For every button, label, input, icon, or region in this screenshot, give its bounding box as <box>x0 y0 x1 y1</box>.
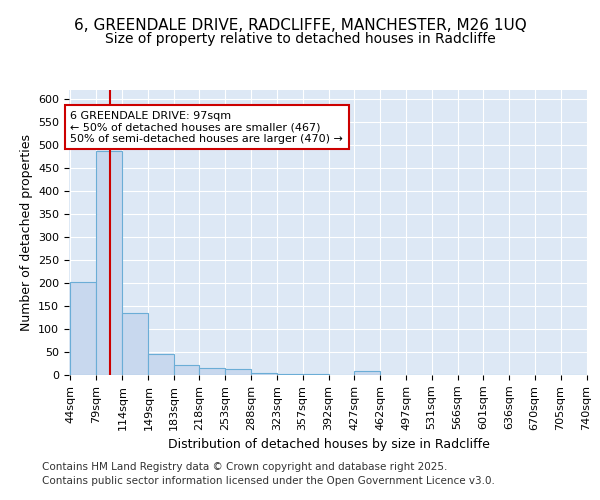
Bar <box>122 313 148 375</box>
Text: Size of property relative to detached houses in Radcliffe: Size of property relative to detached ho… <box>104 32 496 46</box>
Bar <box>226 370 251 375</box>
Bar <box>70 282 97 375</box>
Bar <box>173 365 199 375</box>
Text: 6 GREENDALE DRIVE: 97sqm
← 50% of detached houses are smaller (467)
50% of semi-: 6 GREENDALE DRIVE: 97sqm ← 50% of detach… <box>70 110 343 144</box>
Text: 6, GREENDALE DRIVE, RADCLIFFE, MANCHESTER, M26 1UQ: 6, GREENDALE DRIVE, RADCLIFFE, MANCHESTE… <box>74 18 526 32</box>
X-axis label: Distribution of detached houses by size in Radcliffe: Distribution of detached houses by size … <box>167 438 490 451</box>
Bar <box>251 372 277 375</box>
Text: Contains HM Land Registry data © Crown copyright and database right 2025.: Contains HM Land Registry data © Crown c… <box>42 462 448 472</box>
Bar <box>148 354 173 375</box>
Bar <box>355 372 380 375</box>
Bar <box>97 151 122 375</box>
Y-axis label: Number of detached properties: Number of detached properties <box>20 134 32 331</box>
Bar <box>277 374 302 375</box>
Bar <box>199 368 226 375</box>
Bar <box>302 374 329 375</box>
Text: Contains public sector information licensed under the Open Government Licence v3: Contains public sector information licen… <box>42 476 495 486</box>
